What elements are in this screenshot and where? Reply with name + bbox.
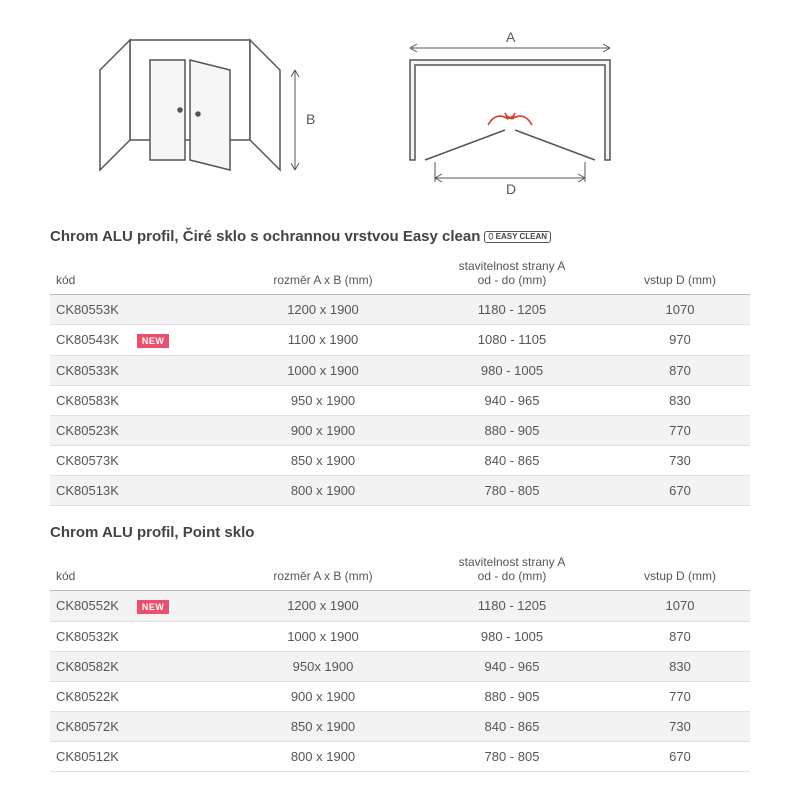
cell-d: 730: [610, 711, 750, 741]
cell-d: 870: [610, 621, 750, 651]
new-badge: NEW: [137, 334, 170, 348]
cell-d: 1070: [610, 294, 750, 324]
cell-kod: CK80572K: [50, 711, 232, 741]
cell-adj: 780 - 805: [414, 741, 610, 771]
cell-d: 830: [610, 385, 750, 415]
cell-adj: 780 - 805: [414, 475, 610, 505]
column-header: stavitelnost strany Aod - do (mm): [414, 549, 610, 590]
cell-d: 970: [610, 324, 750, 355]
cell-kod: CK80522K: [50, 681, 232, 711]
cell-dim: 1100 x 1900: [232, 324, 414, 355]
cell-adj: 940 - 965: [414, 385, 610, 415]
column-header: vstup D (mm): [610, 549, 750, 590]
section-title: Chrom ALU profil, Point sklo: [50, 524, 750, 541]
column-header: rozměr A x B (mm): [232, 549, 414, 590]
cell-d: 670: [610, 741, 750, 771]
label-d: D: [506, 181, 516, 197]
table-row: CK80512K800 x 1900780 - 805670: [50, 741, 750, 771]
cell-dim: 1200 x 1900: [232, 590, 414, 621]
cell-kod: CK80553K: [50, 294, 232, 324]
cell-d: 670: [610, 475, 750, 505]
cell-dim: 800 x 1900: [232, 741, 414, 771]
cell-dim: 850 x 1900: [232, 445, 414, 475]
table-row: CK80532K1000 x 1900980 - 1005870: [50, 621, 750, 651]
cell-dim: 800 x 1900: [232, 475, 414, 505]
cell-d: 730: [610, 445, 750, 475]
cell-dim: 900 x 1900: [232, 681, 414, 711]
cell-kod: CK80513K: [50, 475, 232, 505]
cell-kod: CK80532K: [50, 621, 232, 651]
cell-dim: 1000 x 1900: [232, 621, 414, 651]
diagram-row: B A D: [50, 30, 750, 200]
table-row: CK80523K900 x 1900880 - 905770: [50, 415, 750, 445]
column-header: stavitelnost strany Aod - do (mm): [414, 253, 610, 294]
cell-kod: CK80533K: [50, 355, 232, 385]
cell-adj: 980 - 1005: [414, 355, 610, 385]
cell-dim: 900 x 1900: [232, 415, 414, 445]
column-header: vstup D (mm): [610, 253, 750, 294]
cell-adj: 980 - 1005: [414, 621, 610, 651]
table-row: CK80513K800 x 1900780 - 805670: [50, 475, 750, 505]
cell-kod: CK80583K: [50, 385, 232, 415]
cell-adj: 940 - 965: [414, 651, 610, 681]
spec-table: kódrozměr A x B (mm)stavitelnost strany …: [50, 253, 750, 506]
table-row: CK80533K1000 x 1900980 - 1005870: [50, 355, 750, 385]
cell-d: 770: [610, 681, 750, 711]
plan-diagram: A D: [380, 30, 640, 200]
cell-adj: 1180 - 1205: [414, 590, 610, 621]
spec-table: kódrozměr A x B (mm)stavitelnost strany …: [50, 549, 750, 772]
column-header: rozměr A x B (mm): [232, 253, 414, 294]
table-row: CK80553K1200 x 19001180 - 12051070: [50, 294, 750, 324]
column-header: kód: [50, 549, 232, 590]
cell-dim: 850 x 1900: [232, 711, 414, 741]
cell-adj: 880 - 905: [414, 681, 610, 711]
cell-dim: 1200 x 1900: [232, 294, 414, 324]
table-row: CK80552KNEW1200 x 19001180 - 12051070: [50, 590, 750, 621]
label-b: B: [306, 111, 315, 127]
cell-adj: 840 - 865: [414, 445, 610, 475]
table-row: CK80583K950 x 1900940 - 965830: [50, 385, 750, 415]
cell-adj: 1080 - 1105: [414, 324, 610, 355]
cell-kod: CK80552KNEW: [50, 590, 232, 621]
table-row: CK80572K850 x 1900840 - 865730: [50, 711, 750, 741]
cell-d: 770: [610, 415, 750, 445]
section-title: Chrom ALU profil, Čiré sklo s ochrannou …: [50, 228, 750, 245]
column-header: kód: [50, 253, 232, 294]
cell-adj: 1180 - 1205: [414, 294, 610, 324]
cell-kod: CK80573K: [50, 445, 232, 475]
enclosure-3d-diagram: B: [90, 30, 320, 200]
cell-kod: CK80582K: [50, 651, 232, 681]
cell-dim: 950x 1900: [232, 651, 414, 681]
cell-adj: 840 - 865: [414, 711, 610, 741]
cell-kod: CK80523K: [50, 415, 232, 445]
cell-d: 870: [610, 355, 750, 385]
cell-adj: 880 - 905: [414, 415, 610, 445]
table-row: CK80543KNEW1100 x 19001080 - 1105970: [50, 324, 750, 355]
cell-kod: CK80543KNEW: [50, 324, 232, 355]
new-badge: NEW: [137, 600, 170, 614]
table-row: CK80582K950x 1900940 - 965830: [50, 651, 750, 681]
cell-dim: 1000 x 1900: [232, 355, 414, 385]
cell-kod: CK80512K: [50, 741, 232, 771]
cell-d: 830: [610, 651, 750, 681]
cell-dim: 950 x 1900: [232, 385, 414, 415]
cell-d: 1070: [610, 590, 750, 621]
table-row: CK80573K850 x 1900840 - 865730: [50, 445, 750, 475]
table-row: CK80522K900 x 1900880 - 905770: [50, 681, 750, 711]
label-a: A: [506, 30, 516, 45]
easy-clean-icon: ⬯ EASY CLEAN: [484, 231, 551, 243]
